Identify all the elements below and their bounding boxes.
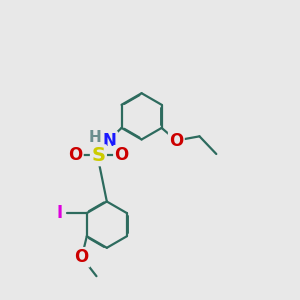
Text: H: H	[89, 130, 102, 145]
Text: O: O	[75, 248, 89, 266]
Text: O: O	[169, 131, 184, 149]
Text: N: N	[103, 132, 117, 150]
Text: O: O	[68, 146, 83, 164]
Text: S: S	[92, 146, 105, 165]
Text: O: O	[114, 146, 129, 164]
Text: I: I	[56, 204, 62, 222]
